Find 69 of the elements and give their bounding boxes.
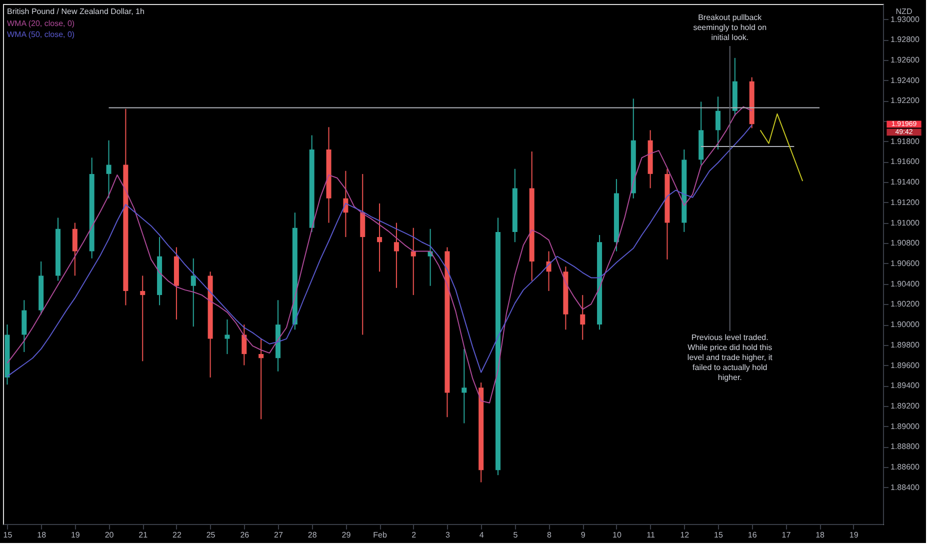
line-series (760, 113, 804, 182)
y-tick-label: 1.90400 (890, 279, 920, 288)
x-tick-label: 8 (547, 530, 552, 540)
y-tick-label: 1.89800 (890, 340, 920, 350)
x-tick-label: 28 (308, 530, 318, 540)
candlestick (394, 222, 399, 288)
x-tick-label: 22 (172, 530, 182, 540)
y-tick-label: 1.90600 (890, 258, 920, 268)
annotation: Previous level traded. While price did hold this level and trade higher, it failed to actually hold higher. (687, 333, 774, 382)
text: WMA (50, close, 0) (7, 30, 75, 39)
y-tick-label: 1.92600 (890, 55, 920, 64)
x-tick-label: 3 (446, 530, 451, 540)
candlestick (462, 348, 467, 424)
x-tick-label: 15 (3, 530, 13, 540)
x-tick-label: 19 (849, 530, 859, 540)
candlestick (410, 227, 416, 296)
x-tick-label: 12 (680, 530, 690, 540)
y-tick-label: 1.91800 (890, 136, 920, 146)
x-tick-label: 18 (816, 530, 826, 540)
candlestick (140, 275, 146, 362)
x-tick-label: 15 (714, 530, 724, 540)
y-tick-label: 1.89400 (890, 381, 920, 390)
x-tick-label: 18 (37, 530, 47, 540)
annotation: Breakout pullback seemingly to hold on initial look. (693, 13, 767, 42)
y-tick-label: 1.89600 (890, 360, 920, 370)
candlestick (377, 202, 382, 272)
y-tick-label: 1.90000 (890, 320, 920, 330)
candlestick (242, 324, 247, 366)
y-tick-label: 1.88400 (890, 482, 920, 492)
y-tick-label: 1.88600 (890, 462, 920, 472)
y-tick-label: 1.91400 (890, 178, 920, 187)
x-tick-label: 2 (412, 530, 417, 540)
chart-title: British Pound / New Zealand Dollar, 1h (7, 7, 144, 16)
text: WMA (20, close, 0) (7, 19, 75, 28)
candlestick (258, 338, 264, 420)
y-axis-title: NZD (896, 7, 912, 16)
y-tick-label: 1.93000 (890, 14, 920, 24)
candlestick (106, 140, 112, 199)
y-tick-label: 1.90800 (890, 238, 920, 248)
candlestick (716, 96, 720, 150)
y-tick-label: 1.92800 (890, 35, 920, 44)
candlestick (580, 294, 586, 340)
x-tick-label: 17 (782, 530, 792, 540)
y-tick-label: 1.89200 (890, 401, 920, 410)
y-tick-label: 1.91600 (890, 157, 920, 166)
x-tick-label: 5 (513, 530, 518, 540)
candlestick (190, 258, 196, 328)
x-tick-label: Feb (373, 530, 388, 540)
y-tick-label: 1.88800 (890, 442, 920, 452)
x-tick-label: 9 (580, 530, 586, 540)
candlestick (72, 222, 78, 276)
y-tick-label: 1.92400 (890, 76, 920, 85)
x-tick-label: 10 (612, 530, 622, 540)
y-tick-label: 1.92200 (890, 96, 920, 106)
candlestick (224, 318, 230, 355)
x-tick-label: 21 (138, 530, 148, 540)
y-tick-label: 1.91000 (890, 218, 920, 228)
y-tick-label: 1.91200 (890, 198, 920, 207)
x-tick-label: 16 (748, 530, 758, 540)
y-tick-label: 1.90200 (890, 300, 920, 309)
x-tick-label: 26 (240, 530, 250, 540)
x-tick-label: 19 (70, 530, 80, 540)
x-tick-label: 27 (274, 530, 284, 540)
x-tick-label: 29 (342, 530, 352, 540)
y-tick-label: 1.89000 (890, 422, 920, 431)
x-tick-label: 20 (104, 530, 114, 540)
x-tick-label: 11 (646, 530, 656, 540)
x-tick-label: 4 (479, 530, 484, 540)
x-tick-label: 25 (206, 530, 216, 540)
